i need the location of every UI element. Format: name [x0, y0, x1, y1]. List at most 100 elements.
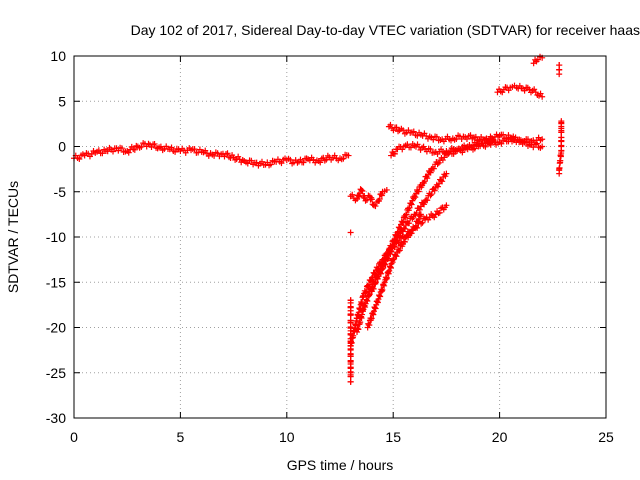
data-point-dense — [317, 159, 324, 166]
data-point-dense — [439, 178, 446, 185]
data-point-dense — [347, 312, 354, 319]
data-point-dense — [300, 159, 307, 166]
series-high-arc — [494, 82, 546, 100]
data-point-dense — [157, 143, 164, 150]
data-point-dense — [168, 144, 175, 151]
data-point-dense — [131, 146, 138, 153]
data-point-dense — [523, 139, 530, 146]
data-point-dense — [76, 156, 83, 163]
data-point — [539, 93, 546, 100]
data-point-dense — [379, 263, 386, 270]
data-point-dense — [393, 253, 400, 260]
data-point-dense — [396, 234, 403, 241]
data-point-dense — [430, 136, 437, 143]
data-point-dense — [482, 143, 489, 150]
data-point — [432, 211, 439, 218]
data-point-dense — [248, 157, 255, 164]
data-point-dense — [392, 252, 399, 259]
data-point-dense — [427, 169, 434, 176]
data-point-dense — [416, 206, 423, 213]
data-point-dense — [244, 160, 251, 167]
data-point-dense — [470, 142, 476, 149]
data-point-dense — [267, 161, 274, 168]
series-upper-arc — [385, 121, 499, 146]
data-point-dense — [99, 150, 106, 157]
data-point-dense — [399, 219, 406, 226]
data-point-dense — [385, 250, 392, 257]
data-point-dense — [431, 187, 438, 194]
data-point-dense — [397, 225, 404, 232]
data-point-dense — [438, 177, 445, 184]
x-tick-label: 10 — [279, 429, 295, 445]
data-point — [556, 170, 563, 177]
data-point-dense — [390, 239, 397, 246]
data-point-dense — [415, 219, 422, 226]
y-tick-label: -20 — [46, 320, 66, 336]
data-point-dense — [211, 152, 218, 159]
data-point — [347, 378, 354, 385]
data-point-dense — [435, 180, 442, 187]
data-point-dense — [151, 140, 158, 147]
data-point-dense — [287, 156, 294, 163]
data-point-dense — [558, 129, 565, 136]
y-tick-label: 10 — [50, 48, 66, 64]
data-point-dense — [388, 243, 395, 250]
data-point-dense — [479, 140, 486, 147]
data-point-dense — [376, 196, 383, 203]
data-point-dense — [446, 148, 453, 155]
data-point-dense — [424, 197, 431, 204]
data-point-dense — [393, 233, 400, 240]
chart-title: Day 102 of 2017, Sidereal Day-to-day VTE… — [131, 22, 640, 38]
data-point — [443, 170, 450, 177]
data-point-dense — [104, 148, 111, 155]
y-tick-label: -25 — [46, 365, 66, 381]
data-point-dense — [396, 247, 403, 254]
data-point-dense — [402, 214, 409, 221]
data-point-dense — [118, 145, 125, 152]
data-point-dense — [388, 244, 395, 251]
data-point-dense — [387, 121, 394, 128]
data-point-dense — [393, 124, 400, 131]
data-point-dense — [191, 146, 198, 153]
data-point-dense — [359, 299, 366, 306]
axis-layer: 0 5 10 15 20 25 -30 -25 -20 -15 -10 -5 0 5 10 — [46, 48, 614, 445]
data-layer — [71, 53, 565, 385]
data-point-dense — [472, 133, 479, 140]
data-point-dense — [202, 147, 209, 154]
data-point-dense — [372, 203, 379, 210]
data-point-dense — [427, 192, 434, 199]
y-tick-label: -5 — [54, 184, 67, 200]
data-point — [539, 143, 546, 150]
data-point-dense — [362, 289, 369, 296]
data-point-dense — [412, 223, 419, 230]
data-point-dense — [404, 141, 411, 148]
data-point-dense — [457, 147, 464, 154]
data-point-dense — [347, 373, 354, 380]
y-tick-label: -10 — [46, 229, 66, 245]
data-point — [556, 71, 563, 78]
data-point-dense — [421, 201, 428, 208]
data-point-dense — [412, 194, 419, 201]
data-point-dense — [533, 140, 540, 147]
data-point-dense — [407, 144, 414, 151]
y-tick-label: -15 — [46, 274, 66, 290]
series-rising-arc-3 — [364, 211, 424, 331]
data-point — [390, 256, 397, 263]
data-point-dense — [400, 127, 407, 134]
data-point-dense — [428, 191, 435, 198]
data-point-dense — [278, 160, 285, 167]
data-point — [539, 136, 546, 143]
data-point-dense — [125, 149, 132, 156]
data-point-dense — [408, 201, 415, 208]
data-point-dense — [382, 257, 389, 264]
data-point-dense — [403, 211, 410, 218]
data-point-dense — [438, 205, 445, 212]
series-top-arc — [530, 53, 546, 67]
data-point-dense — [95, 147, 102, 154]
data-point-dense — [356, 193, 363, 200]
data-point-dense — [406, 204, 413, 211]
data-point-dense — [407, 200, 414, 207]
data-point-dense — [359, 188, 366, 195]
data-point-dense — [88, 151, 95, 158]
